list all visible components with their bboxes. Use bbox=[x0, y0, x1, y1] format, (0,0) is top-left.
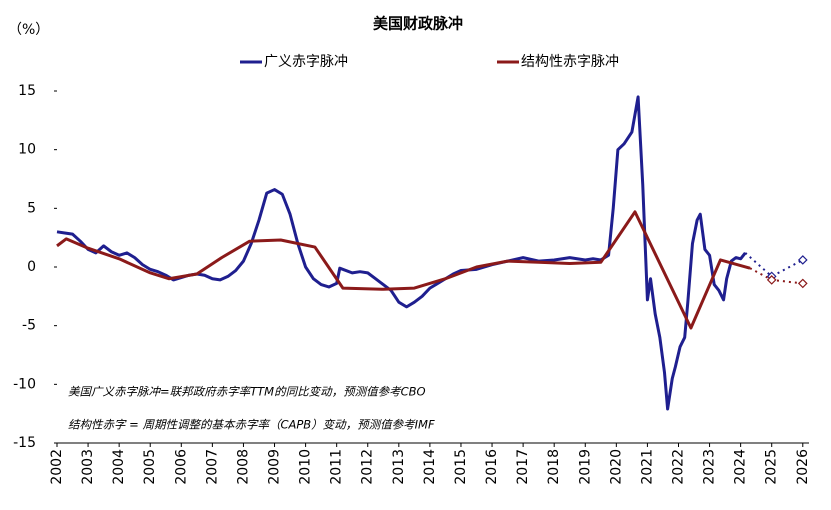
x-tick-label: 2019 bbox=[577, 449, 593, 485]
x-tick-label: 2026 bbox=[795, 449, 811, 485]
x-tick-label: 2014 bbox=[422, 449, 438, 485]
x-tick-label: 2011 bbox=[329, 449, 345, 485]
forecast-line bbox=[744, 252, 804, 278]
annotation: 美国广义赤字脉冲=联邦政府赤字率TTM的同比变动，预测值参考CBO bbox=[68, 385, 426, 399]
y-tick-label: 10 bbox=[18, 142, 36, 158]
x-tick-label: 2013 bbox=[391, 449, 407, 485]
x-tick-label: 2017 bbox=[515, 449, 531, 485]
x-tick-label: 2008 bbox=[235, 449, 251, 485]
x-tick-label: 2003 bbox=[80, 449, 96, 485]
x-tick-label: 2025 bbox=[764, 449, 780, 485]
series-line bbox=[56, 210, 751, 330]
x-tick-label: 2007 bbox=[204, 449, 220, 485]
x-tick-label: 2023 bbox=[702, 449, 718, 485]
y-tick-label: 5 bbox=[27, 200, 36, 216]
x-tick-label: 2018 bbox=[546, 449, 562, 485]
forecast-point bbox=[797, 255, 808, 265]
x-tick-label: 2021 bbox=[639, 449, 655, 485]
annotation: 结构性赤字 = 周期性调整的基本赤字率（CAPB）变动，预测值参考IMF bbox=[68, 418, 435, 432]
y-tick-label: 0 bbox=[27, 259, 36, 275]
y-tick-label: 15 bbox=[18, 83, 36, 99]
x-tick-label: 2006 bbox=[173, 449, 189, 485]
x-tick-label: 2002 bbox=[49, 449, 65, 485]
x-tick-label: 2022 bbox=[670, 449, 686, 485]
forecast-point bbox=[766, 275, 777, 285]
x-tick-label: 2009 bbox=[267, 449, 283, 485]
x-tick-label: 2024 bbox=[733, 449, 749, 485]
chart-title: 美国财政脉冲 bbox=[373, 15, 463, 33]
x-tick-label: 2005 bbox=[142, 449, 158, 485]
y-axis-label: （%） bbox=[8, 22, 49, 38]
x-tick-label: 2004 bbox=[111, 449, 127, 485]
y-tick-label: -5 bbox=[22, 318, 36, 334]
forecast-line bbox=[749, 267, 803, 285]
legend-label: 广义赤字脉冲 bbox=[264, 54, 348, 70]
x-tick-label: 2016 bbox=[484, 449, 500, 485]
series-line bbox=[56, 95, 747, 411]
x-tick-label: 2012 bbox=[360, 449, 376, 485]
x-tick-label: 2010 bbox=[298, 449, 314, 485]
forecast-point bbox=[797, 278, 808, 289]
x-tick-label: 2020 bbox=[608, 449, 624, 485]
legend-label: 结构性赤字脉冲 bbox=[521, 54, 619, 70]
y-tick-label: -15 bbox=[13, 435, 36, 451]
y-tick-label: -10 bbox=[13, 376, 36, 392]
x-tick-label: 2015 bbox=[453, 449, 469, 485]
